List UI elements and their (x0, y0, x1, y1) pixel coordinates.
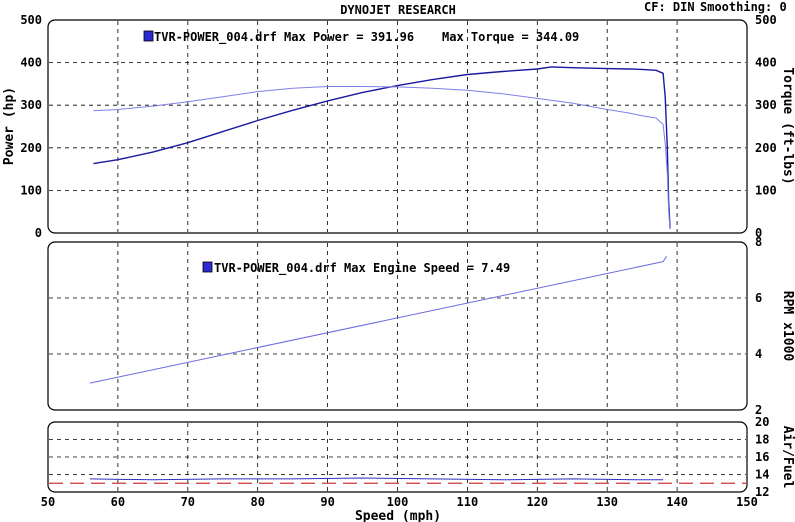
y-tick-label-left: 0 (35, 226, 42, 240)
series-group (89, 477, 664, 481)
y-tick-label-left: 400 (20, 56, 42, 70)
legend-swatch (202, 261, 213, 273)
series-group (93, 66, 671, 229)
y-tick-label-right: 14 (755, 468, 769, 482)
x-tick-label: 80 (250, 495, 264, 509)
chart-title: DYNOJET RESEARCH (340, 3, 456, 17)
cf-label: CF: DIN (644, 0, 695, 14)
gridlines (49, 21, 746, 232)
y-tick-label-right: 6 (755, 291, 762, 305)
x-tick-label: 140 (666, 495, 688, 509)
x-axis-label: Speed (mph) (355, 509, 441, 522)
tick-labels: 0 100 200 300 400 500 0 100 200 300 400 500 (20, 13, 776, 240)
x-tick-label: 50 (41, 495, 55, 509)
x-tick-label: 90 (320, 495, 334, 509)
x-tick-label: 60 (111, 495, 125, 509)
y-axis-label-right: Torque (ft-lbs) (780, 67, 795, 184)
y-tick-label-right: 8 (755, 235, 762, 249)
power-torque-panel: 0 100 200 300 400 500 0 100 200 300 400 500 TVR-POW… (2, 13, 795, 240)
y-tick-label-right: 100 (755, 183, 777, 197)
engine-speed-panel: 2 4 6 8 TVR-POWER_004.drf Max Engine Speed … (47, 235, 795, 417)
gridlines (49, 243, 746, 409)
y-tick-label-right: 12 (755, 485, 769, 499)
series-group (89, 256, 668, 384)
y-tick-label-left: 300 (20, 98, 42, 112)
rpm-series-line (89, 256, 668, 384)
x-tick-label: 70 (181, 495, 195, 509)
legend: TVR-POWER_004.drf Max Engine Speed = 7.4… (202, 261, 510, 276)
y-tick-label-right: 300 (755, 98, 777, 112)
y-tick-label-right: 500 (755, 13, 777, 27)
x-tick-label: 110 (457, 495, 479, 509)
y-tick-label-left: 500 (20, 13, 42, 27)
legend: TVR-POWER_004.drf Max Power = 391.96 Max… (143, 30, 579, 45)
x-tick-label: 150 (736, 495, 758, 509)
y-axis-label-left: Power (hp) (2, 87, 17, 165)
y-tick-label-right: 200 (755, 141, 777, 155)
afr-series-line (89, 477, 664, 481)
x-tick-label: 100 (387, 495, 409, 509)
y-tick-label-left: 100 (20, 183, 42, 197)
y-axis-label-right: Air/Fuel (780, 426, 795, 489)
tick-labels: 12 14 16 18 20 (755, 415, 769, 499)
x-tick-labels: 50 60 70 80 90 100 110 120 130 140 150 (41, 495, 758, 509)
y-tick-label-right: 20 (755, 415, 769, 429)
y-tick-label-left: 200 (20, 141, 42, 155)
legend-swatch (143, 30, 154, 42)
smoothing-label: Smoothing: 0 (700, 0, 787, 14)
y-axis-label-right: RPM x1000 (780, 291, 795, 362)
torque-series-line (93, 86, 671, 229)
tick-labels: 2 4 6 8 (755, 235, 762, 417)
air-fuel-panel: 12 14 16 18 20 Air/Fuel (47, 415, 795, 499)
power-series-line (93, 66, 671, 229)
y-tick-label-right: 400 (755, 56, 777, 70)
y-tick-label-right: 18 (755, 433, 769, 447)
y-tick-label-right: 2 (755, 403, 762, 417)
x-tick-label: 130 (596, 495, 618, 509)
legend-label: TVR-POWER_004.drf Max Engine Speed = 7.4… (214, 261, 510, 276)
y-tick-label-right: 4 (755, 347, 762, 361)
y-tick-label-right: 16 (755, 450, 769, 464)
legend-label: TVR-POWER_004.drf Max Power = 391.96 (154, 30, 414, 45)
legend-label: Max Torque = 344.09 (442, 30, 579, 44)
y-tick-label-right: 0 (755, 226, 762, 240)
x-tick-label: 120 (526, 495, 548, 509)
